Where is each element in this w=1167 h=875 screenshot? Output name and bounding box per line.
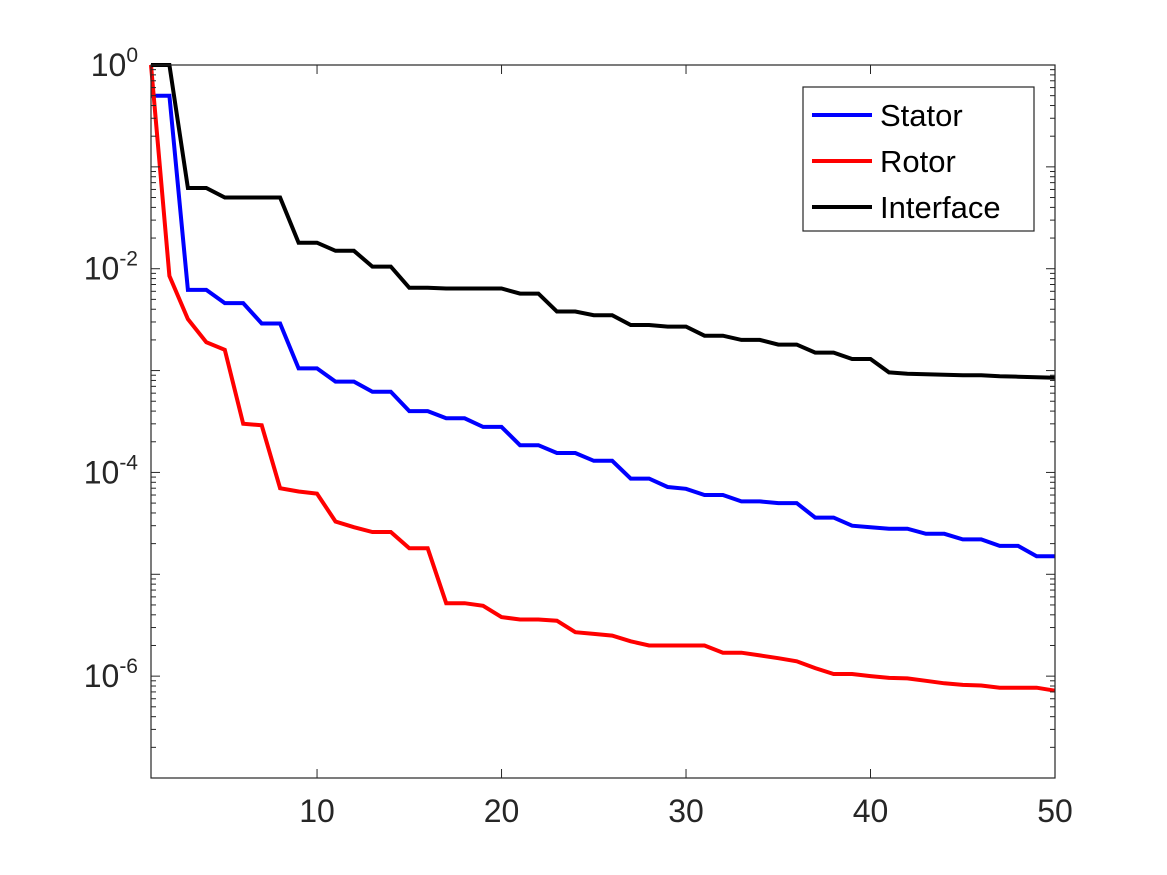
series-layer [149, 63, 1056, 693]
legend-label-stator: Stator [880, 98, 963, 133]
rotor-series-line [149, 64, 1056, 693]
y-tick-label: 10-4 [84, 451, 139, 490]
legend-label-rotor: Rotor [880, 144, 956, 179]
interface-series-line [151, 63, 1056, 380]
stator-series-line [151, 93, 1055, 559]
y-tick-label: 100 [91, 44, 138, 83]
legend: Stator Rotor Interface [802, 86, 1035, 232]
x-tick-label: 20 [484, 793, 520, 829]
tick-label-layer: 10 20 30 40 50 100 10-2 10-4 10-6 [84, 44, 1073, 829]
x-tick-label: 10 [299, 793, 335, 829]
legend-items: Stator Rotor Interface [812, 98, 1001, 225]
legend-label-interface: Interface [880, 190, 1001, 225]
x-tick-label: 40 [853, 793, 889, 829]
y-tick-label: 10-6 [84, 655, 138, 694]
x-tick-label: 50 [1037, 793, 1073, 829]
axes-box [150, 64, 1056, 779]
y-tick-label: 10-2 [84, 248, 138, 287]
x-tick-label: 30 [668, 793, 704, 829]
